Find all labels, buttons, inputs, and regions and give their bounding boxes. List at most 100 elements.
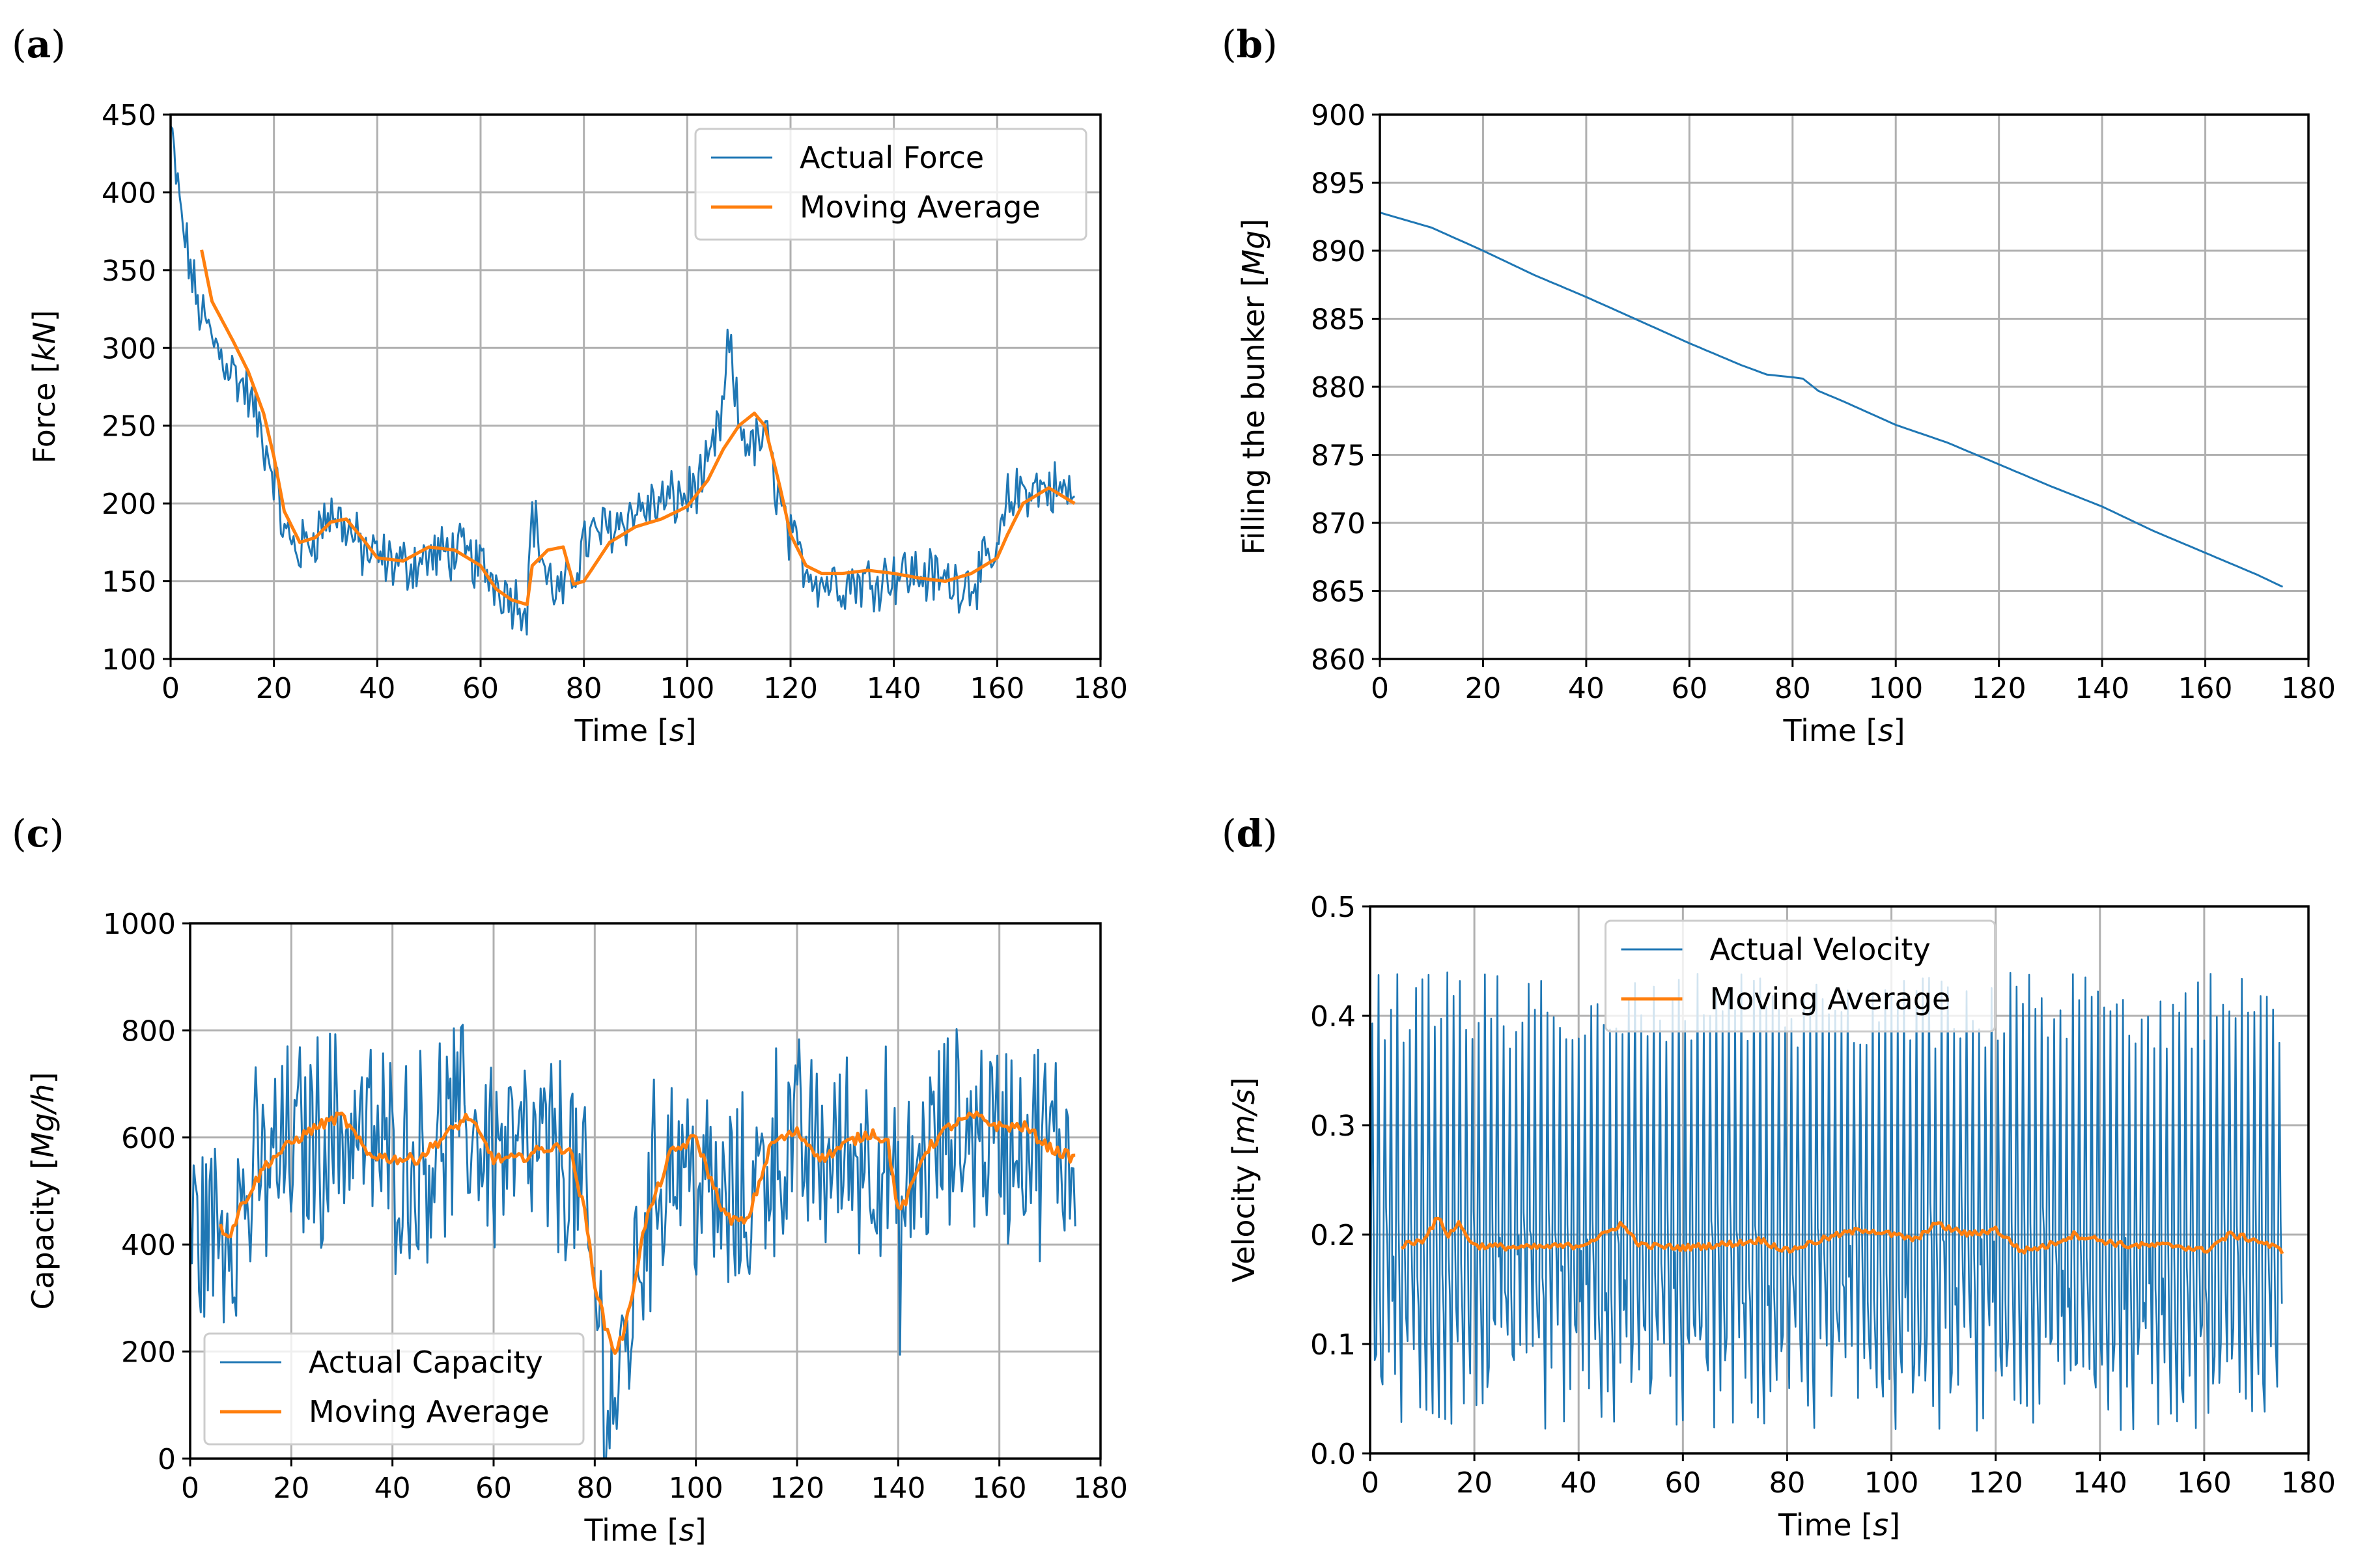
y-tick-label: 0.1 [1310,1328,1356,1362]
legend: Actual Capacity Moving Average [203,1332,585,1446]
axes-frame [189,922,1102,1460]
x-tick-label: 120 [1972,672,2026,705]
x-tick-label: 0 [181,1472,199,1505]
y-axis-label: Filling the bunker [Mg] [1236,219,1271,555]
series-moving-average [1400,1216,2284,1255]
y-tick-label: 100 [102,643,156,677]
axes-frame [1369,905,2310,1455]
legend: Actual Velocity Moving Average [1605,919,1996,1033]
x-tick-label: 60 [1671,672,1707,705]
x-tick-label: 20 [1465,672,1501,705]
y-tick-label: 450 [102,99,156,132]
y-axis-label: Force [kN] [27,310,62,464]
series-moving-average [219,1110,1076,1355]
y-tick-label: 200 [102,488,156,521]
x-tick-label: 180 [2281,1466,2336,1500]
y-tick-label: 0.4 [1310,1000,1356,1033]
y-tick-label: 880 [1311,371,1366,404]
x-tick-label: 40 [374,1472,411,1505]
panel-d: (d) 0 20 40 60 80 100 120 140 160 180 0.0 0.1 0.2 0.3 0… [1222,811,2336,1543]
x-axis-label: Time [s] [1782,713,1905,748]
x-tick-label: 60 [475,1472,512,1505]
x-tick-label: 120 [770,1472,824,1505]
y-tick-label: 1000 [103,908,176,941]
legend-label: Actual Velocity [1710,932,1931,967]
y-tick-label: 0.2 [1310,1219,1356,1252]
y-tick-label: 150 [102,566,156,599]
y-axis-label: Velocity [m/s] [1226,1077,1261,1282]
y-tick-label: 350 [102,255,156,288]
series-filling-the-bunker [1380,212,2284,588]
plot-area [1380,212,2284,588]
x-tick-label: 80 [1769,1466,1805,1500]
x-tick-label: 60 [1664,1466,1701,1500]
x-tick-label: 100 [1868,672,1923,705]
legend-label: Actual Capacity [309,1345,543,1380]
y-tick-label: 895 [1311,167,1366,201]
x-tick-label: 100 [1864,1466,1919,1500]
x-tick-label: 180 [1073,672,1128,705]
y-tick-label: 0.3 [1310,1110,1356,1143]
y-axis-label: Capacity [Mg/h] [25,1072,61,1309]
y-tick-label: 865 [1311,576,1366,609]
axes-frame [169,113,1102,660]
x-tick-label: 0 [161,672,180,705]
plot-area [190,1024,1076,1459]
x-tick-label: 0 [1371,672,1389,705]
x-tick-label: 80 [576,1472,613,1505]
y-tick-label: 600 [121,1122,176,1155]
legend-label: Moving Average [309,1394,550,1429]
x-tick-label: 180 [1073,1472,1128,1505]
x-tick-label: 120 [1969,1466,2023,1500]
grid [1379,113,2310,660]
y-tick-label: 200 [121,1336,176,1369]
x-tick-label: 40 [1560,1466,1597,1500]
y-tick-label: 875 [1311,440,1366,473]
legend-box [694,128,1087,241]
plot-area [1370,972,2284,1432]
y-tick-label: 885 [1311,303,1366,337]
x-tick-label: 100 [660,672,714,705]
panel-c: (c) 0 20 40 60 80 100 120 140 160 180 0 200 400 600 800… [12,811,1128,1548]
x-tick-label: 160 [2178,672,2233,705]
x-tick-label: 20 [273,1472,309,1505]
legend-box [1605,919,1996,1033]
series-moving-average [200,249,1076,606]
legend-label: Moving Average [1710,981,1951,1016]
x-tick-label: 20 [256,672,292,705]
x-tick-label: 40 [359,672,395,705]
x-tick-label: 160 [2177,1466,2232,1500]
y-tick-label: 860 [1311,643,1366,677]
y-tick-label: 870 [1311,507,1366,540]
y-tick-label: 800 [121,1015,176,1048]
y-tick-label: 250 [102,410,156,443]
panel-a: (a) 0 20 40 60 80 100 120 140 160 180 100 150 200 250 3… [12,22,1128,748]
x-axis-label: Time [s] [1778,1507,1900,1543]
x-axis-label: Time [s] [583,1513,706,1548]
x-tick-label: 140 [2073,1466,2127,1500]
series-actual-capacity [190,1024,1076,1459]
legend-box [203,1332,585,1446]
y-tick-label: 900 [1311,99,1366,132]
legend-label: Actual Force [800,140,984,175]
x-tick-label: 40 [1568,672,1605,705]
panel-label: (c) [12,811,64,856]
x-tick-label: 160 [972,1472,1027,1505]
x-tick-label: 160 [970,672,1024,705]
x-tick-label: 100 [669,1472,723,1505]
x-tick-label: 120 [763,672,818,705]
y-tick-label: 0.0 [1310,1438,1356,1471]
x-tick-label: 140 [2075,672,2129,705]
y-tick-label: 400 [121,1229,176,1262]
x-tick-label: 140 [867,672,921,705]
legend: Actual Force Moving Average [694,128,1087,241]
legend-label: Moving Average [800,189,1041,225]
x-tick-label: 80 [566,672,602,705]
x-tick-label: 0 [1361,1466,1379,1500]
plot-area [171,126,1076,636]
panel-label: (d) [1222,811,1278,856]
panel-label: (b) [1222,22,1278,66]
panel-label: (a) [12,22,66,66]
x-tick-label: 180 [2281,672,2336,705]
